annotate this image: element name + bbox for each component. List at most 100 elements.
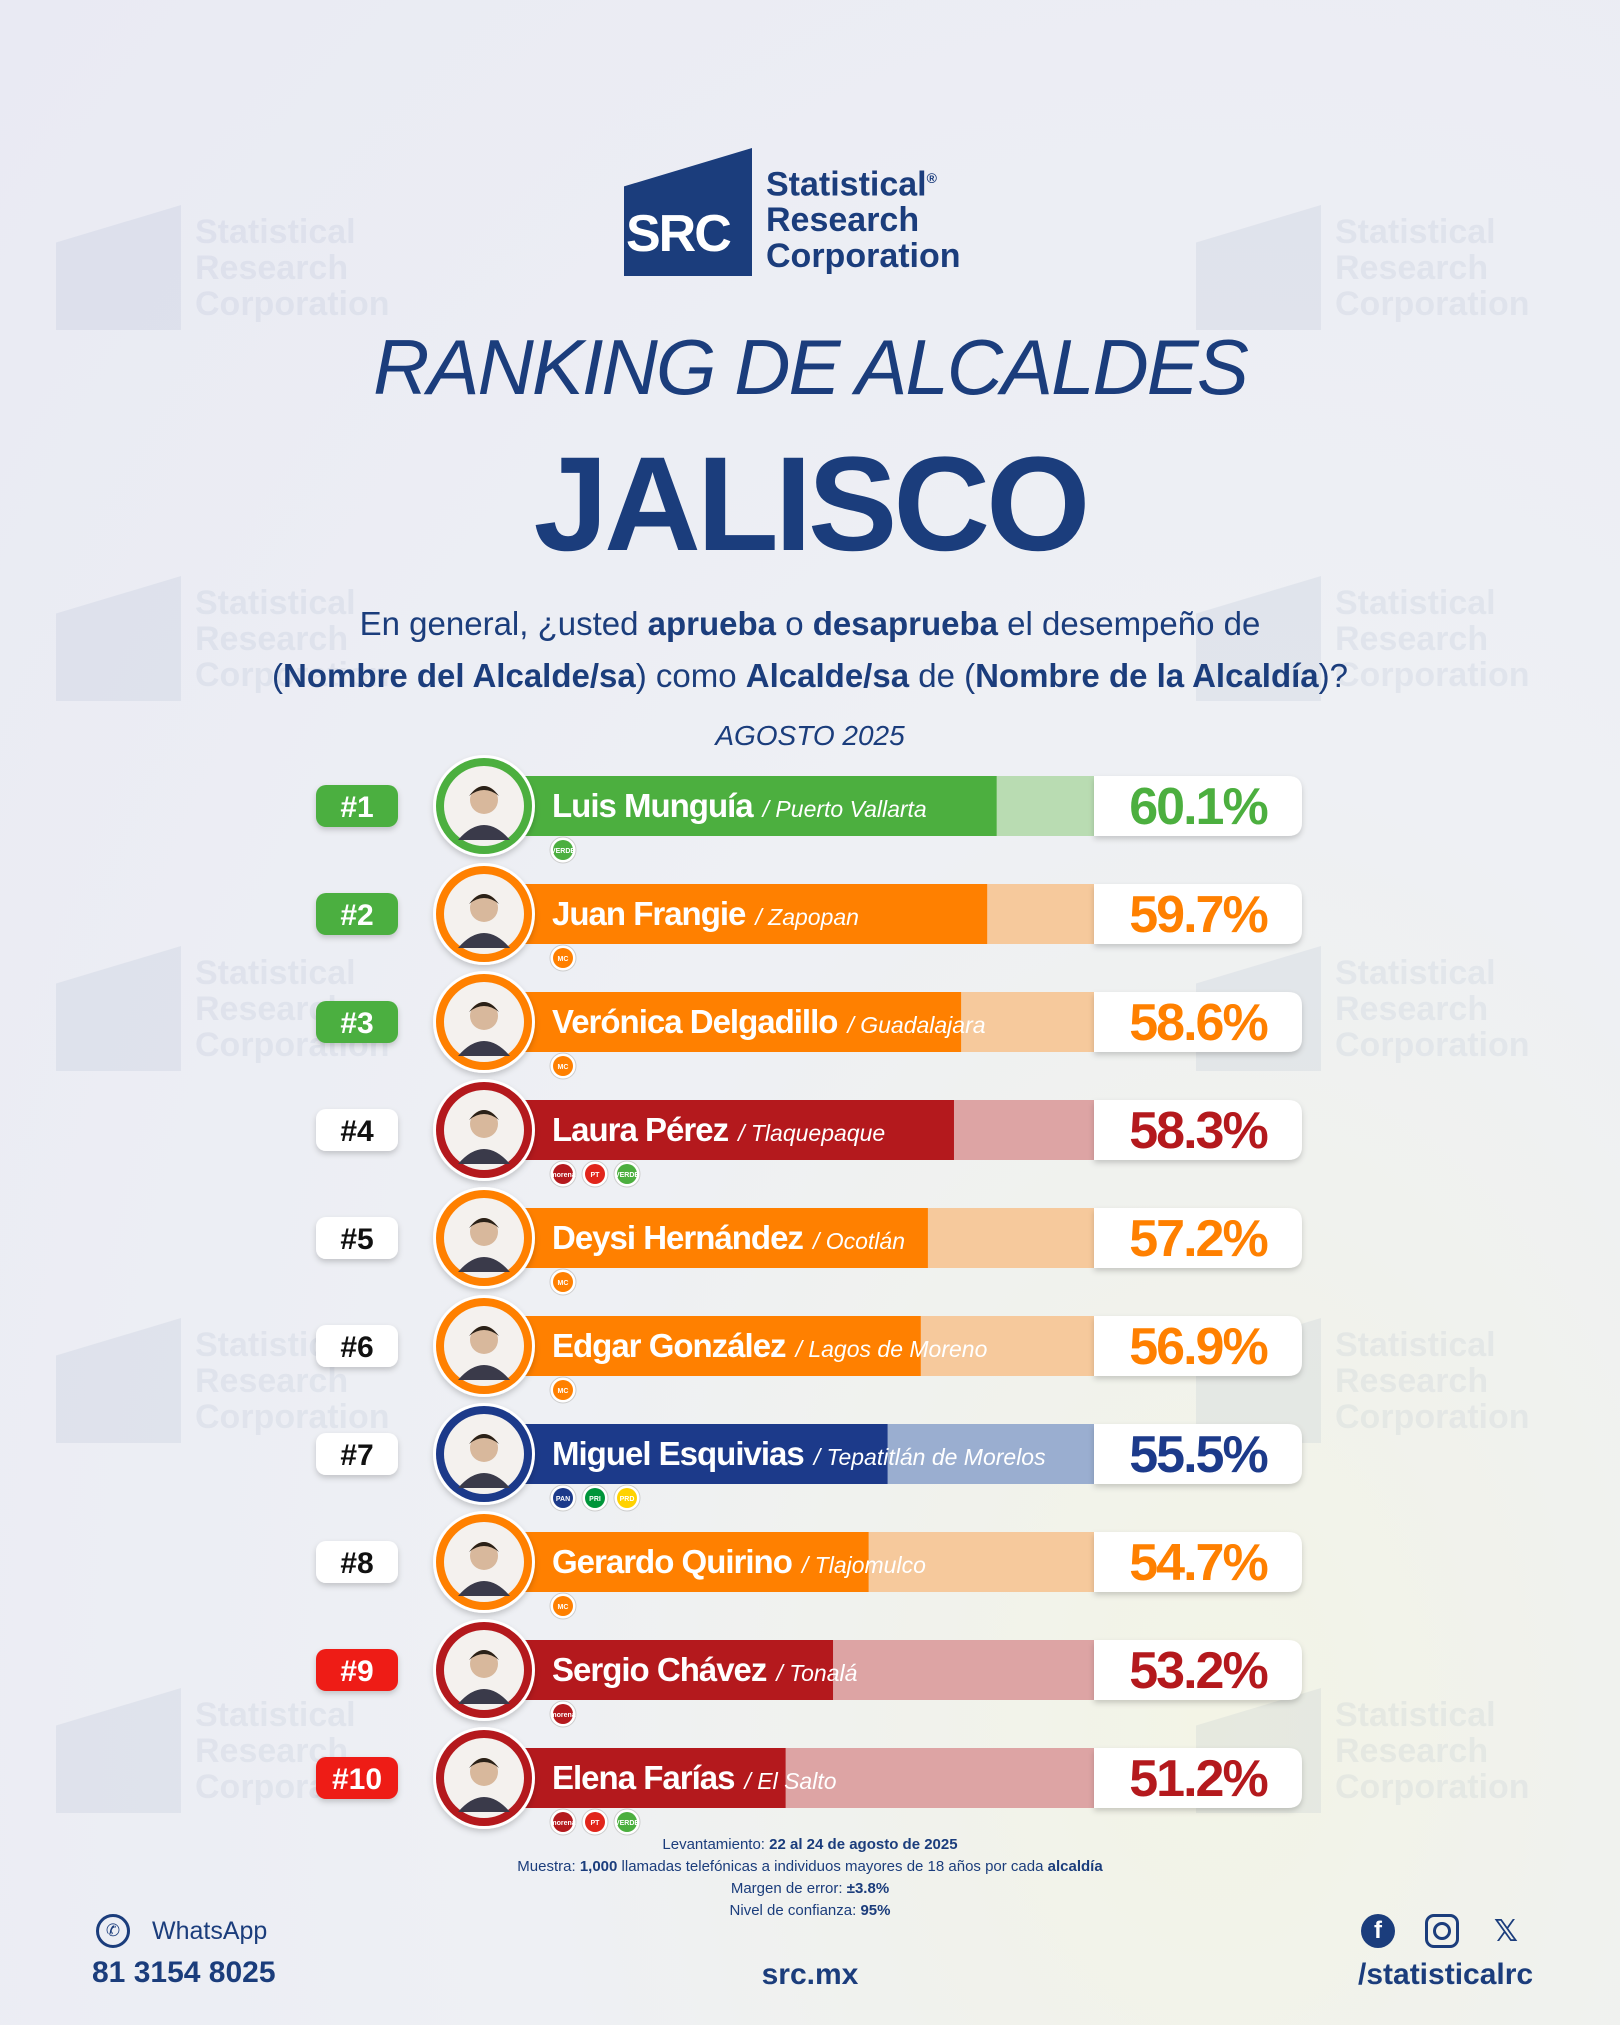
avatar-hair-icon — [469, 1758, 499, 1768]
social-handle[interactable]: /statisticalrc — [1358, 1958, 1534, 1991]
rank-label: #2 — [340, 899, 373, 932]
party-logo-label: PRI — [589, 1496, 601, 1503]
mayor-name: Laura Pérez — [552, 1111, 729, 1148]
mayor-name: Sergio Chávez — [552, 1651, 767, 1688]
avatar-head-icon — [470, 1326, 498, 1354]
data-label: 54.7% — [1129, 1534, 1267, 1592]
rank-badge — [316, 1325, 398, 1367]
avatar-hair-icon — [469, 1434, 499, 1444]
rank-badge — [316, 1001, 398, 1043]
data-label: 56.9% — [1129, 1318, 1267, 1376]
avatar-head-icon — [470, 1542, 498, 1570]
value-box — [1094, 1316, 1302, 1376]
party-logo-fill — [617, 1488, 637, 1508]
data-label: 51.2% — [1129, 1750, 1267, 1808]
rank-label: #6 — [340, 1331, 373, 1364]
watermark: Statistical Research Corporation — [56, 205, 390, 330]
watermark: Statistical Research Corporation — [1196, 205, 1530, 330]
rank-badge — [316, 1109, 398, 1151]
avatar-head-icon — [470, 1434, 498, 1462]
party-logo-fill — [585, 1164, 605, 1184]
whatsapp-contact[interactable]: ✆ WhatsApp 81 3154 8025 — [92, 1914, 276, 1990]
note-value: 1,000 — [579, 1858, 618, 1875]
municipality-label: / Puerto Vallarta — [761, 796, 927, 822]
logo-line-1: Statistical — [766, 165, 927, 203]
avatar-body-icon — [458, 1797, 510, 1812]
logo-line-2: Research — [766, 201, 920, 239]
note-value: ±3.8% — [846, 1880, 890, 1897]
mayor-name: Verónica Delgadillo — [552, 1003, 837, 1040]
party-logo-label: MC — [558, 1604, 569, 1611]
watermark: Statistical Research Corporation — [56, 576, 390, 701]
municipality-label: / Lagos de Moreno — [794, 1336, 988, 1362]
rank-label: #8 — [340, 1547, 373, 1580]
brand-logo: SRC Statistical® Research Corporation — [624, 148, 961, 276]
ranking-row: #7 55.5% Miguel Esquivias / Tepatitlán de M… — [316, 1403, 1302, 1512]
party-logo-fill — [617, 1812, 637, 1832]
bar — [520, 1748, 786, 1808]
bar — [520, 884, 988, 944]
avatar-hair-icon — [469, 1326, 499, 1336]
party-logo-label: morena — [550, 1172, 575, 1179]
avatar-hair-icon — [469, 1218, 499, 1228]
value-box — [1094, 1748, 1302, 1808]
avatar-head-icon — [470, 894, 498, 922]
party-logo-label: VERDE — [551, 848, 575, 855]
avatar-head-icon — [470, 1110, 498, 1138]
note-value: alcaldía — [1047, 1858, 1103, 1875]
question-text: o — [776, 605, 813, 642]
x-icon[interactable]: 𝕏 — [1493, 1914, 1519, 1948]
avatar-body-icon — [458, 1257, 510, 1272]
data-label: 58.6% — [1129, 994, 1267, 1052]
avatar-hair-icon — [469, 894, 499, 904]
party-logo-label: PAN — [556, 1496, 570, 1503]
ranking-row: #2 59.7% Juan Frangie / Zapopan MC — [316, 863, 1302, 972]
whatsapp-icon[interactable]: ✆ — [96, 1914, 130, 1948]
instagram-icon[interactable] — [1425, 1914, 1459, 1948]
party-logo-fill — [553, 1380, 573, 1400]
avatar-hair-icon — [469, 1650, 499, 1660]
party-logo-label: morena — [550, 1820, 575, 1827]
value-box — [1094, 1424, 1302, 1484]
facebook-icon[interactable]: f — [1361, 1914, 1395, 1948]
party-logo-label: PT — [591, 1820, 601, 1827]
ranking-row: #1 60.1% Luis Munguía / Puerto Vallarta VERD… — [316, 755, 1302, 864]
municipality-label: / El Salto — [742, 1768, 836, 1794]
mayor-name: Edgar González — [552, 1327, 786, 1364]
party-logo-label: VERDE — [615, 1820, 639, 1827]
question-bold: Nombre del Alcalde/sa — [283, 657, 636, 694]
question-bold: Nombre de la Alcaldía — [975, 657, 1319, 694]
registered-mark: ® — [926, 169, 937, 186]
bar — [520, 1424, 888, 1484]
avatar-hair-icon — [469, 1002, 499, 1012]
watermark: Statistical Research Corporation — [56, 946, 390, 1071]
note-value: 22 al 24 de agosto de 2025 — [769, 1836, 958, 1853]
ranking-row: #6 56.9% Edgar González / Lagos de Moreno MC — [316, 1295, 1302, 1404]
party-logo-label: morena — [550, 1712, 575, 1719]
party-logo-label: MC — [558, 1280, 569, 1287]
avatar-body-icon — [458, 1473, 510, 1488]
bar — [520, 1100, 954, 1160]
survey-period: AGOSTO 2025 — [715, 720, 905, 751]
avatar-body-icon — [458, 825, 510, 840]
phone-number[interactable]: 81 3154 8025 — [92, 1956, 276, 1989]
rank-badge — [316, 893, 398, 935]
question-text: ( — [272, 657, 283, 694]
bar — [520, 1316, 921, 1376]
question-bold: Alcalde/sa — [745, 657, 910, 694]
avatar-body-icon — [458, 1689, 510, 1704]
note-label: Nivel de confianza: — [729, 1902, 861, 1919]
note-label: Margen de error: — [730, 1880, 847, 1897]
value-box — [1094, 1100, 1302, 1160]
bar — [520, 1208, 928, 1268]
value-box — [1094, 1208, 1302, 1268]
rank-label: #10 — [332, 1763, 382, 1796]
bar — [520, 776, 997, 836]
website-link[interactable]: src.mx — [761, 1958, 859, 1991]
rank-label: #4 — [340, 1115, 374, 1148]
mayor-name: Deysi Hernández — [552, 1219, 803, 1256]
ranking-row: #4 58.3% Laura Pérez / Tlaquepaque morena PT V… — [316, 1079, 1302, 1188]
party-logo-label: VERDE — [615, 1172, 639, 1179]
avatar-hair-icon — [469, 1542, 499, 1552]
